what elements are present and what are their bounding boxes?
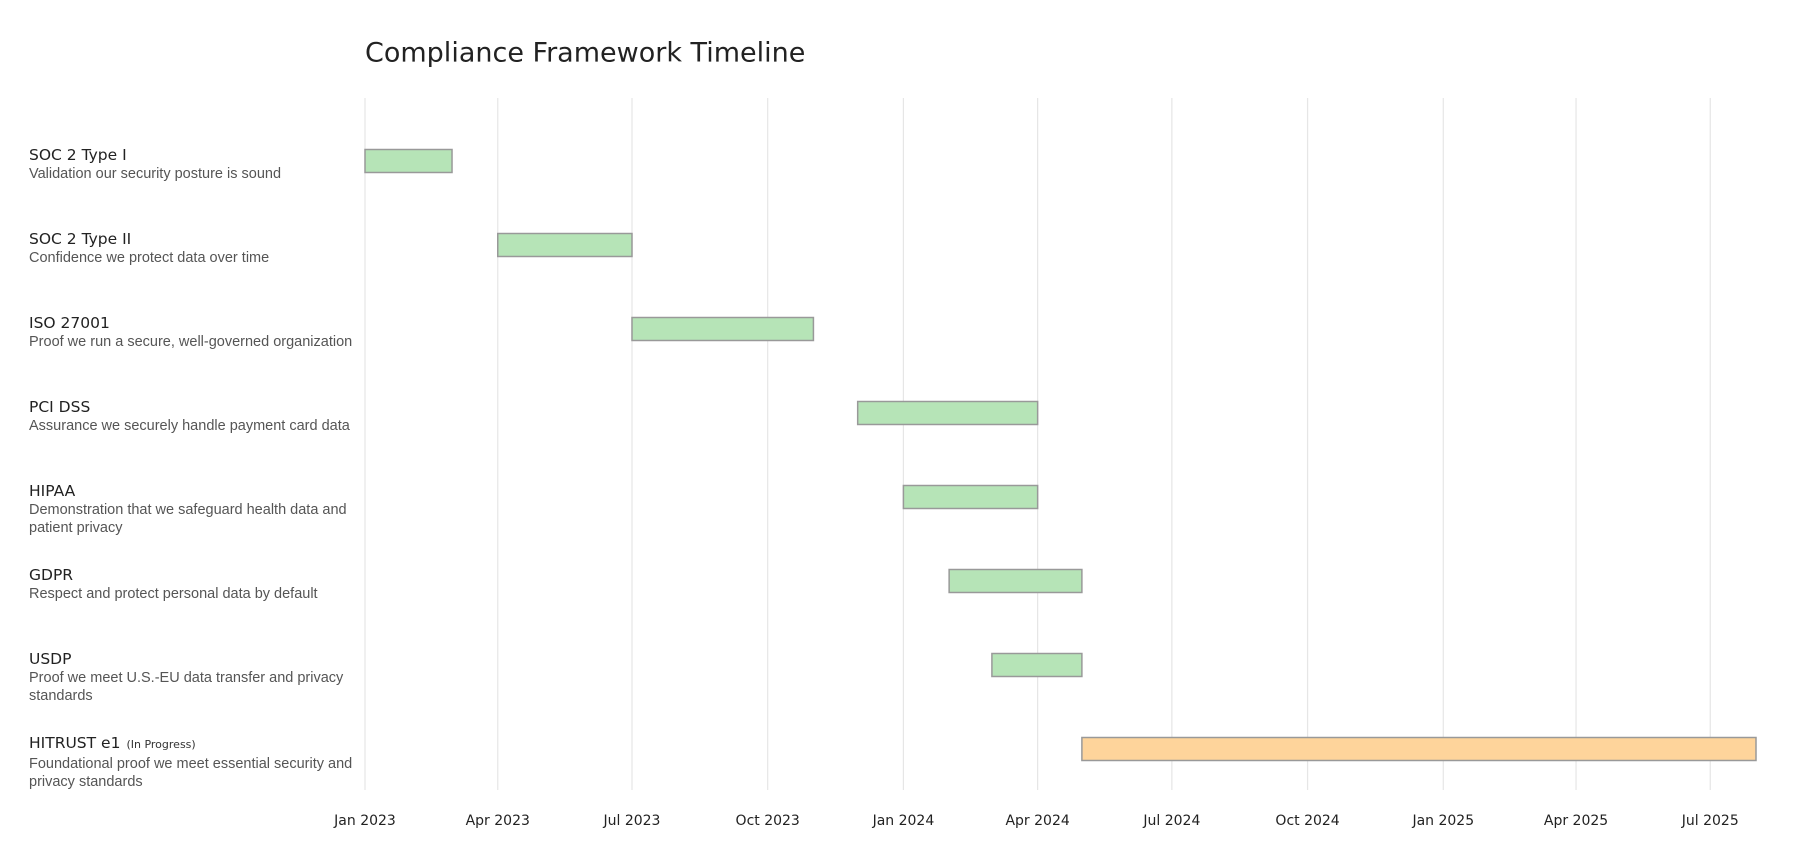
task-description: Proof we meet U.S.-EU data transfer and …	[29, 670, 344, 704]
x-tick-label: Apr 2025	[1544, 813, 1608, 829]
task-name: ISO 27001	[29, 313, 359, 333]
task-description: Assurance we securely handle payment car…	[29, 418, 350, 434]
x-tick-label: Jul 2025	[1681, 813, 1739, 829]
bar	[631, 316, 815, 342]
task-description: Foundational proof we meet essential sec…	[29, 756, 353, 790]
row-label: PCI DSS Assurance we securely handle paym…	[29, 397, 359, 435]
row-label: GDPR Respect and protect personal data by…	[29, 565, 359, 603]
task-name-text: USDP	[29, 650, 72, 668]
task-name: PCI DSS	[29, 397, 359, 417]
x-tick-label: Jan 2024	[872, 813, 935, 829]
task-name: USDP	[29, 649, 359, 669]
task-description: Validation our security posture is sound	[29, 166, 282, 182]
task-name: HITRUST e1 (In Progress)	[29, 733, 359, 755]
bar	[856, 400, 1039, 426]
row-label: HIPAA Demonstration that we safeguard hea…	[29, 481, 359, 537]
x-tick-label: Oct 2023	[736, 813, 800, 829]
task-name-text: GDPR	[29, 566, 74, 584]
task-name-text: ISO 27001	[29, 314, 110, 332]
x-tick-label: Apr 2024	[1005, 813, 1069, 829]
chart-title: Compliance Framework Timeline	[365, 38, 805, 69]
task-name: SOC 2 Type I	[29, 145, 359, 165]
task-name-text: HITRUST e1	[29, 734, 121, 752]
task-name: HIPAA	[29, 481, 359, 501]
task-name-text: HIPAA	[29, 482, 76, 500]
row-label: USDP Proof we meet U.S.-EU data transfer …	[29, 649, 359, 705]
row-label: SOC 2 Type I Validation our security post…	[29, 145, 359, 183]
x-tick-label: Jul 2023	[602, 813, 660, 829]
task-description: Demonstration that we safeguard health d…	[29, 502, 347, 536]
bar	[497, 232, 633, 258]
task-name: SOC 2 Type II	[29, 229, 359, 249]
row-label: HITRUST e1 (In Progress) Foundational proo…	[29, 733, 359, 791]
x-tick-label: Jul 2024	[1142, 813, 1200, 829]
bar	[902, 484, 1039, 510]
task-name-text: PCI DSS	[29, 398, 91, 416]
x-tick-label: Apr 2023	[466, 813, 530, 829]
x-tick-label: Jan 2023	[333, 813, 396, 829]
row-label: ISO 27001 Proof we run a secure, well-gov…	[29, 313, 359, 351]
task-description: Proof we run a secure, well-governed org…	[29, 334, 353, 350]
bar	[364, 148, 453, 174]
bar	[1081, 736, 1757, 762]
task-description: Confidence we protect data over time	[29, 250, 270, 266]
bar	[991, 652, 1083, 678]
task-name: GDPR	[29, 565, 359, 585]
task-status: (In Progress)	[126, 738, 196, 751]
x-tick-label: Oct 2024	[1275, 813, 1339, 829]
row-label: SOC 2 Type II Confidence we protect data …	[29, 229, 359, 267]
task-name-text: SOC 2 Type II	[29, 230, 132, 248]
x-tick-label: Jan 2025	[1411, 813, 1474, 829]
task-description: Respect and protect personal data by def…	[29, 586, 318, 602]
task-name-text: SOC 2 Type I	[29, 146, 127, 164]
bar	[948, 568, 1083, 594]
